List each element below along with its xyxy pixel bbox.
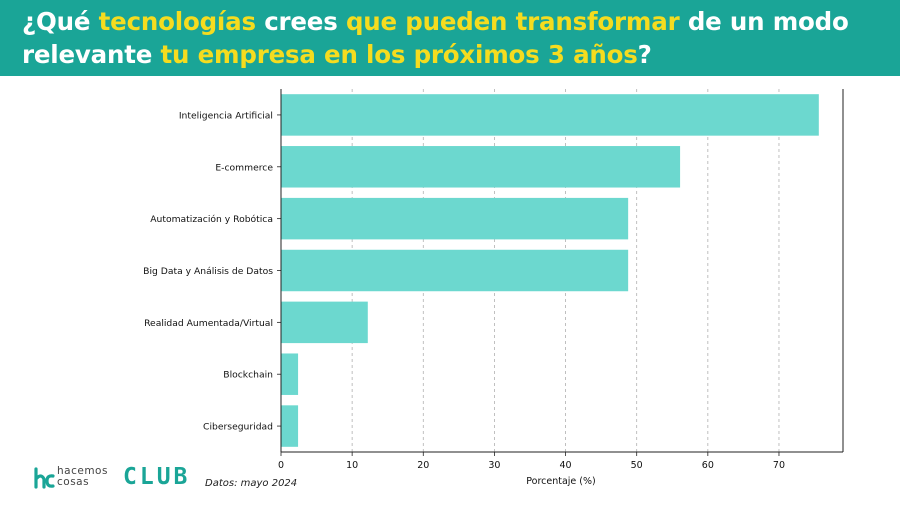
title-highlight: tecnologías [98,7,256,36]
brand-name: hacemos cosas [57,466,108,488]
x-tick-label: 0 [278,460,284,471]
x-tick-label: 30 [488,460,500,471]
y-tick-label: Blockchain [223,370,273,381]
bar [281,146,681,188]
bar [281,197,629,240]
x-tick-label: 20 [417,460,429,471]
chart-title: ¿Qué tecnologías crees que pueden transf… [22,5,882,71]
title-highlight: que pueden transformar [345,7,680,36]
y-tick-label: Realidad Aumentada/Virtual [144,318,273,329]
title-highlight: tu empresa en los próximos 3 años [160,40,638,69]
title-text: ¿Qué [22,7,99,36]
y-tick-label: Automatización y Robótica [150,214,273,225]
y-tick-label: Big Data y Análisis de Datos [143,266,273,277]
bar [281,405,299,447]
bar-chart: Inteligencia Artificial E-commerce Automat… [143,89,844,487]
brand-club: CLUB [123,464,191,490]
bar [281,249,629,292]
x-tick-label: 10 [346,460,358,471]
y-tick-label: Inteligencia Artificial [179,110,273,121]
bar [281,301,368,344]
bar [281,94,819,136]
bar [281,353,299,395]
axes [277,89,844,456]
hc-logo-icon [34,467,55,489]
brand-logo: hacemos cosas CLUB [33,464,203,492]
y-tick-label: Ciberseguridad [203,422,273,433]
x-axis-label: Porcentaje (%) [526,476,595,487]
title-text: de un modo relevante [22,7,849,69]
tick-labels: Inteligencia Artificial E-commerce Automat… [143,110,785,471]
title-text: crees [255,7,346,36]
brand-line-2: cosas [57,476,90,488]
x-tick-label: 50 [631,460,643,471]
source-note: Datos: mayo 2024 [205,478,298,489]
x-tick-label: 70 [773,460,785,471]
y-tick-label: E-commerce [215,162,273,173]
title-text: ? [637,40,652,69]
bars [281,94,819,447]
x-tick-label: 40 [560,460,572,471]
title-banner: ¿Qué tecnologías crees que pueden transf… [0,0,900,76]
brand-line-1: hacemos [57,465,108,477]
x-tick-label: 60 [702,460,714,471]
